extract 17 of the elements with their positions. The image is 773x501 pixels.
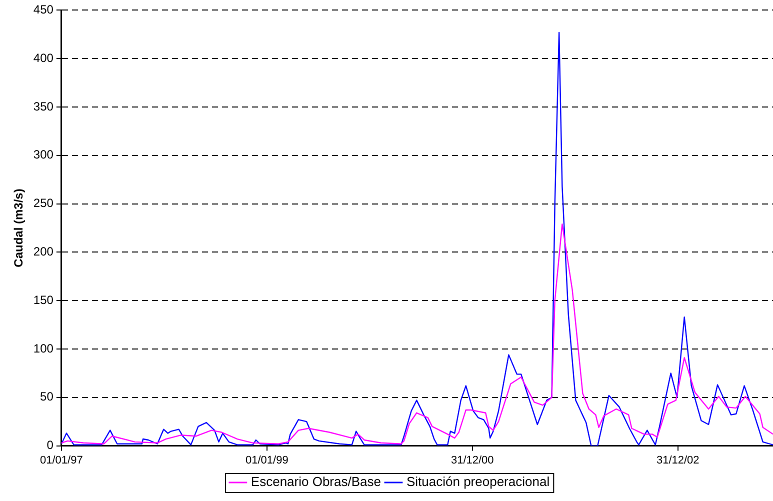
x-tick-label: 01/01/97 [40,454,83,466]
legend-label: Situación preoperacional [406,474,550,490]
y-tick-label: 100 [33,341,54,356]
y-tick-label: 350 [33,99,54,114]
y-tick-label: 50 [40,390,54,404]
y-tick-label: 0 [46,438,54,452]
y-tick-label: 200 [33,244,54,259]
y-tick-label: 400 [33,50,54,65]
y-tick-label: 450 [33,2,54,17]
y-tick-label: 300 [33,148,54,162]
x-tick-label: 01/01/99 [245,454,288,466]
x-tick-label: 31/12/02 [656,454,700,466]
legend-label: Escenario Obras/Base [250,474,381,490]
y-tick-label: 150 [33,292,54,307]
x-tick-label: 31/12/00 [450,454,494,466]
y-axis-title: Caudal (m3/s) [12,188,26,268]
y-tick-label: 250 [33,196,54,210]
